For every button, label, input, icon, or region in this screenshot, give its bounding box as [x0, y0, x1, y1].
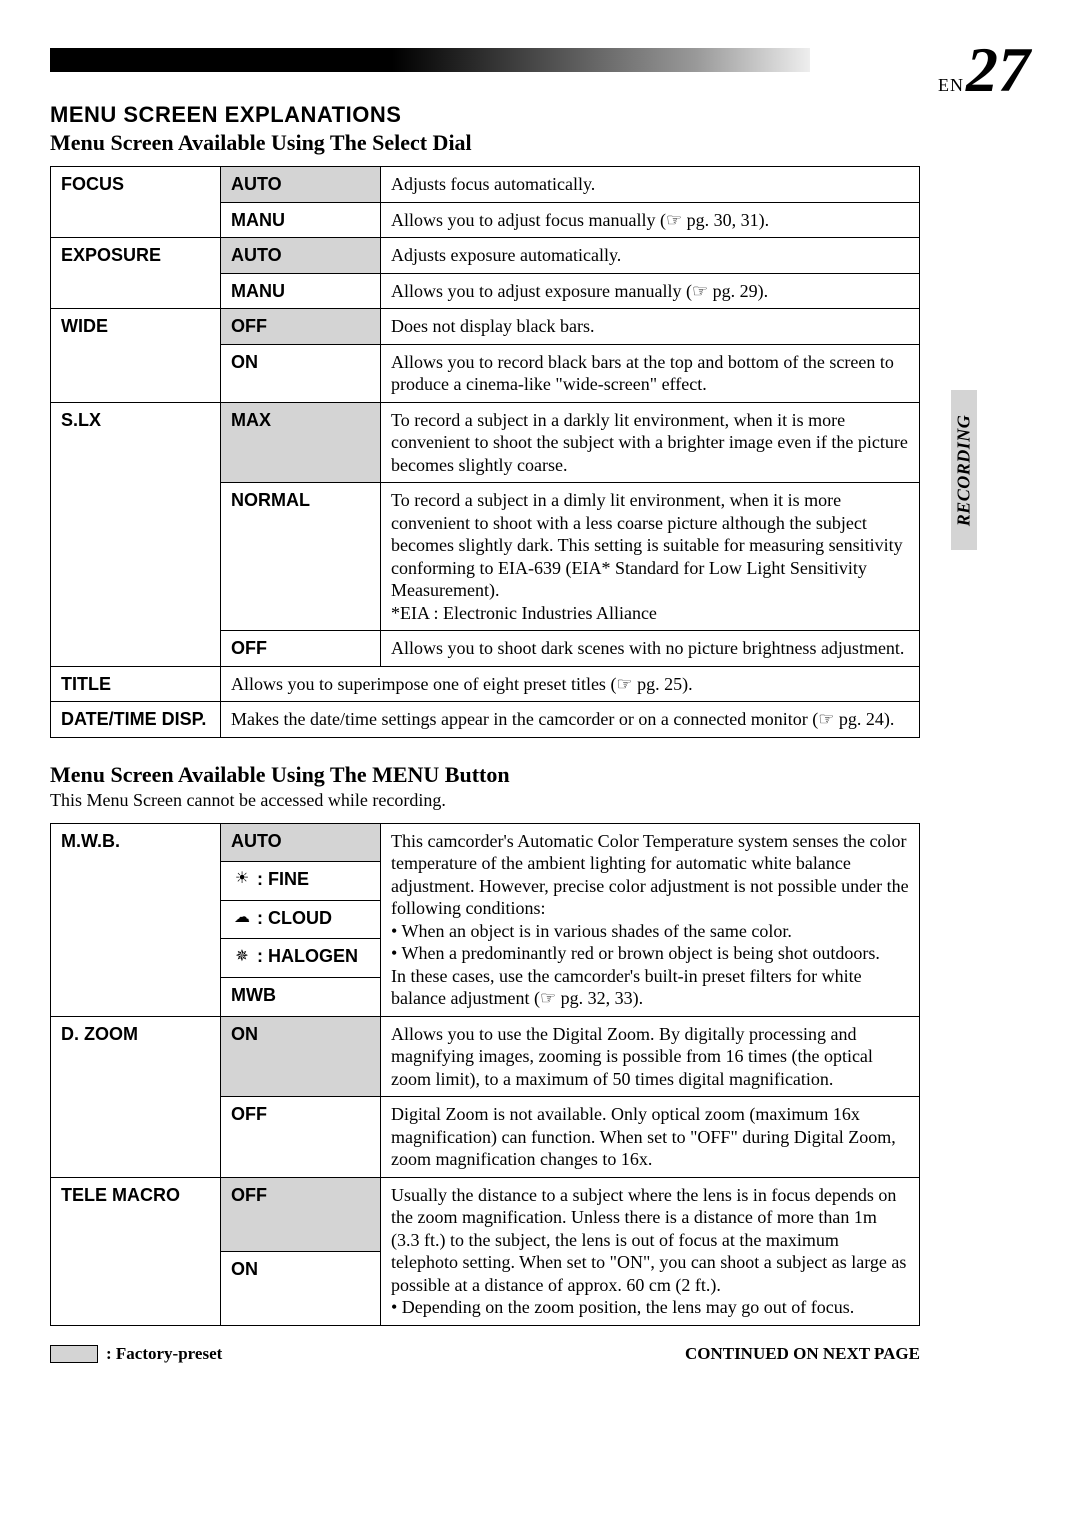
menu-name: FOCUS	[51, 167, 221, 238]
table-row: DATE/TIME DISP. Makes the date/time sett…	[51, 702, 920, 738]
gradient-band	[50, 48, 810, 72]
page: EN 27 MENU SCREEN EXPLANATIONS RECORDING…	[0, 0, 1080, 1394]
sun-icon: ☀	[231, 869, 253, 889]
opt-label: : FINE	[257, 868, 309, 891]
menu-option: OFF	[221, 1177, 381, 1251]
menu-name: DATE/TIME DISP.	[51, 702, 221, 738]
table-row: TELE MACRO OFF Usually the distance to a…	[51, 1177, 920, 1251]
table-row: D. ZOOM ON Allows you to use the Digital…	[51, 1016, 920, 1097]
table-menu-button: M.W.B. AUTO This camcorder's Automatic C…	[50, 823, 920, 1326]
opt-label: : CLOUD	[257, 907, 332, 930]
opt-label: : HALOGEN	[257, 945, 358, 968]
mwb-bullet-1: • When an object is in various shades of…	[391, 921, 792, 941]
menu-desc: Allows you to adjust exposure manually (…	[381, 273, 920, 309]
heading-2b: Menu Screen Available Using The MENU But…	[50, 762, 920, 788]
menu-desc: This camcorder's Automatic Color Tempera…	[381, 823, 920, 1016]
menu-option: OFF	[221, 309, 381, 345]
menu-option: OFF	[221, 631, 381, 667]
menu-name: EXPOSURE	[51, 238, 221, 309]
mwb-desc-main: This camcorder's Automatic Color Tempera…	[391, 831, 909, 919]
table-row: EXPOSURE AUTO Adjusts exposure automatic…	[51, 238, 920, 274]
page-lang: EN	[938, 75, 964, 96]
menu-name: TELE MACRO	[51, 1177, 221, 1325]
menu-name: TITLE	[51, 666, 221, 702]
menu-name: M.W.B.	[51, 823, 221, 1016]
heading-1: MENU SCREEN EXPLANATIONS	[50, 102, 1030, 128]
page-number: EN 27	[938, 44, 1030, 96]
table-row: TITLE Allows you to superimpose one of e…	[51, 666, 920, 702]
menu-desc: Allows you to shoot dark scenes with no …	[381, 631, 920, 667]
menu-desc: Does not display black bars.	[381, 309, 920, 345]
footer: : Factory-preset CONTINUED ON NEXT PAGE	[50, 1344, 920, 1364]
menu-name: D. ZOOM	[51, 1016, 221, 1177]
side-tab: RECORDING	[951, 390, 977, 550]
cloud-icon: ☁	[231, 908, 253, 928]
page-num: 27	[966, 44, 1030, 95]
table-row: FOCUS AUTO Adjusts focus automatically.	[51, 167, 920, 203]
menu-option: AUTO	[221, 238, 381, 274]
menu-option: MWB	[221, 977, 381, 1016]
menu-name: S.LX	[51, 402, 221, 666]
menu-option: OFF	[221, 1097, 381, 1178]
menu-desc: Usually the distance to a subject where …	[381, 1177, 920, 1325]
menu-option: AUTO	[221, 823, 381, 862]
menu-option: AUTO	[221, 167, 381, 203]
note-text: This Menu Screen cannot be accessed whil…	[50, 790, 920, 811]
menu-option: MANU	[221, 202, 381, 238]
menu-option: ON	[221, 1251, 381, 1325]
menu-desc: Allows you to superimpose one of eight p…	[221, 666, 920, 702]
table-select-dial: FOCUS AUTO Adjusts focus automatically. …	[50, 166, 920, 738]
menu-option: ☀ : FINE	[221, 862, 381, 901]
menu-desc: Allows you to record black bars at the t…	[381, 344, 920, 402]
menu-desc: Adjusts focus automatically.	[381, 167, 920, 203]
menu-option: MANU	[221, 273, 381, 309]
menu-desc: Digital Zoom is not available. Only opti…	[381, 1097, 920, 1178]
table-row: WIDE OFF Does not display black bars.	[51, 309, 920, 345]
halogen-icon: ✵	[231, 947, 253, 967]
mwb-bullet-2: • When a predominantly red or brown obje…	[391, 943, 880, 963]
menu-desc: Allows you to use the Digital Zoom. By d…	[381, 1016, 920, 1097]
menu-option: ON	[221, 1016, 381, 1097]
factory-preset-label: : Factory-preset	[106, 1344, 222, 1364]
menu-desc: To record a subject in a darkly lit envi…	[381, 402, 920, 483]
side-tab-label: RECORDING	[954, 414, 975, 526]
menu-desc: Allows you to adjust focus manually (☞ p…	[381, 202, 920, 238]
menu-option: MAX	[221, 402, 381, 483]
menu-desc: Makes the date/time settings appear in t…	[221, 702, 920, 738]
menu-option: ☁ : CLOUD	[221, 900, 381, 939]
menu-desc: Adjusts exposure automatically.	[381, 238, 920, 274]
preset-swatch	[50, 1345, 98, 1363]
content: RECORDING Menu Screen Available Using Th…	[50, 130, 920, 1326]
header-bar: EN 27	[50, 40, 1030, 96]
menu-name: WIDE	[51, 309, 221, 403]
menu-option: NORMAL	[221, 483, 381, 631]
table-row: S.LX MAX To record a subject in a darkly…	[51, 402, 920, 483]
tele-desc-main: Usually the distance to a subject where …	[391, 1185, 906, 1295]
continued-label: CONTINUED ON NEXT PAGE	[685, 1344, 920, 1364]
table-row: M.W.B. AUTO This camcorder's Automatic C…	[51, 823, 920, 862]
tele-bullet-1: • Depending on the zoom position, the le…	[391, 1297, 854, 1317]
mwb-desc-tail: In these cases, use the camcorder's buil…	[391, 966, 862, 1009]
menu-option: ON	[221, 344, 381, 402]
heading-2a: Menu Screen Available Using The Select D…	[50, 130, 920, 156]
menu-option: ✵ : HALOGEN	[221, 939, 381, 978]
menu-desc: To record a subject in a dimly lit envir…	[381, 483, 920, 631]
